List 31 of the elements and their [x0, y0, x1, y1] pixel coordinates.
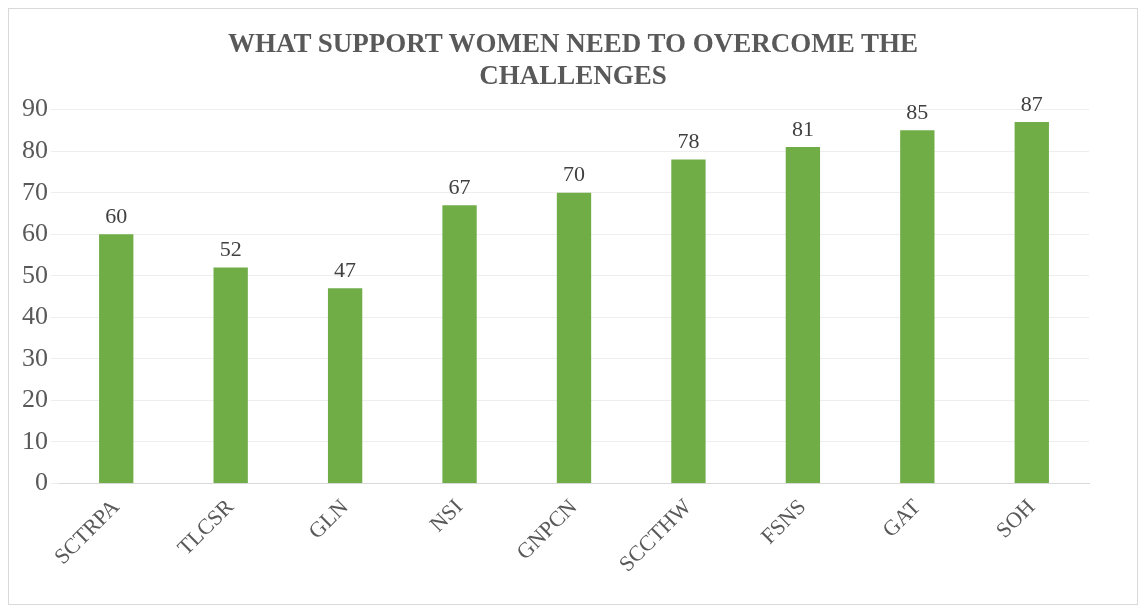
bar: [99, 234, 134, 484]
data-label: 47: [334, 257, 357, 283]
y-tick-label: 30: [22, 342, 48, 372]
data-label: 52: [219, 236, 242, 262]
y-tick-label: 70: [22, 176, 48, 206]
data-label: 81: [791, 115, 814, 141]
x-tick-label: GAT: [877, 493, 926, 542]
y-tick-label: 10: [22, 425, 48, 455]
y-tick-label: 60: [22, 218, 48, 248]
x-tick-label: NSI: [424, 493, 468, 537]
chart-title: WHAT SUPPORT WOMEN NEED TO OVERCOME THE CHALLENGES: [226, 27, 920, 91]
bar: [671, 159, 706, 484]
data-label: 70: [563, 161, 585, 187]
bar: [556, 192, 592, 484]
y-tick-label: 80: [22, 134, 48, 164]
bar: [1014, 122, 1049, 484]
bar: [213, 267, 248, 484]
data-label: 67: [448, 173, 471, 199]
data-label: 87: [1020, 90, 1043, 116]
data-label: 78: [677, 128, 700, 154]
y-tick-label: 40: [22, 301, 48, 331]
y-tick-label: 0: [35, 467, 48, 497]
bar: [900, 130, 935, 484]
y-tick-label: 90: [22, 93, 48, 123]
data-label: 85: [906, 99, 929, 125]
bar: [442, 205, 477, 484]
bar: [785, 146, 821, 484]
y-tick-label: 20: [22, 384, 48, 414]
bar: [327, 288, 363, 484]
data-label: 60: [105, 203, 128, 229]
y-tick-label: 50: [22, 259, 48, 289]
